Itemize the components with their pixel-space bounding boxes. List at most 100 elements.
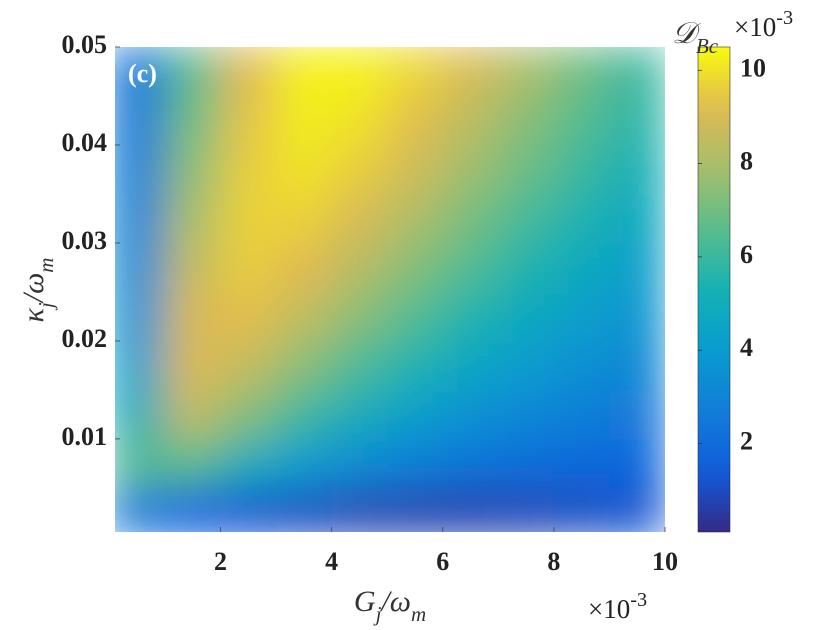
label-part: /ω [379, 585, 411, 618]
colorbar-tick-label: 10 [740, 53, 766, 82]
heat-cell [608, 144, 665, 195]
y-tick-label: 0.02 [62, 324, 108, 353]
exponent-base: ×10 [734, 12, 776, 42]
heat-cell [386, 438, 444, 489]
y-tick-label: 0.01 [62, 422, 108, 451]
heat-cell [275, 487, 333, 532]
axis-exponent: ×10-3 [734, 7, 793, 43]
heat-cell [442, 242, 499, 293]
y-tick-label: 0.04 [62, 128, 108, 157]
heat-cell [275, 47, 333, 97]
heat-cell [220, 144, 277, 195]
label-part: Bc [696, 34, 719, 58]
y-tick-label: 0.03 [62, 226, 108, 255]
heat-cell [386, 340, 444, 391]
heat-cell [115, 389, 166, 440]
heat-cell [497, 487, 555, 532]
axis-label: κj/ωm [17, 258, 58, 323]
heat-cell [553, 291, 610, 342]
heat-cell [608, 438, 665, 489]
heat-cell [164, 389, 222, 440]
heat-cell [442, 487, 499, 532]
heat-cell [220, 340, 277, 391]
heat-cell [164, 47, 222, 97]
heat-cell [553, 340, 610, 391]
heat-cell [220, 47, 277, 97]
x-tick-label: 4 [325, 547, 338, 576]
heat-cell [220, 389, 277, 440]
plot-area [115, 47, 665, 532]
heat-cell [164, 487, 222, 532]
heat-cell [115, 487, 166, 532]
heat-cell [220, 242, 277, 293]
heat-cell [553, 438, 610, 489]
heat-cell [331, 47, 388, 97]
heat-cell [331, 193, 388, 244]
heat-cell [164, 291, 222, 342]
label-part: G [354, 585, 376, 618]
heat-cell [386, 242, 444, 293]
label-part: m [411, 602, 426, 626]
heat-cell [608, 242, 665, 293]
label-part: κ [17, 307, 50, 322]
heat-cell [164, 193, 222, 244]
axis-label: Gj/ωm [354, 585, 426, 626]
axis-exponent: ×10-3 [588, 589, 647, 625]
colorbar [697, 46, 731, 533]
heat-cell [115, 291, 166, 342]
y-tick-label: 0.05 [62, 30, 108, 59]
annotation: (c) [128, 59, 157, 88]
heat-cell [442, 47, 499, 97]
x-tick-label: 2 [214, 547, 227, 576]
heat-cell [115, 144, 166, 195]
exponent-power: -3 [776, 7, 793, 29]
heat-cell [608, 291, 665, 342]
heat-cell [553, 47, 610, 97]
heat-cell [331, 389, 388, 440]
heat-cell [386, 389, 444, 440]
heat-cell [164, 242, 222, 293]
heat-cell [331, 487, 388, 532]
heat-cell [115, 193, 166, 244]
heat-cell [164, 144, 222, 195]
heat-cell [275, 438, 333, 489]
heat-cell [331, 438, 388, 489]
heat-cell [608, 193, 665, 244]
heat-cell [275, 193, 333, 244]
colorbar-tick-label: 8 [740, 147, 753, 176]
heat-cell [331, 340, 388, 391]
heat-cell [331, 144, 388, 195]
heat-cell [442, 291, 499, 342]
colorbar-tick-label: 6 [740, 240, 753, 269]
heat-cell [497, 193, 555, 244]
heat-cell [220, 291, 277, 342]
heat-cell [497, 291, 555, 342]
heat-cell [608, 389, 665, 440]
heat-cell [115, 47, 166, 97]
heat-cell [331, 291, 388, 342]
heat-cell [497, 438, 555, 489]
heat-cell [497, 144, 555, 195]
heat-cell [553, 487, 610, 532]
label-part: j [34, 302, 58, 311]
heat-cell [386, 95, 444, 146]
heat-cell [386, 144, 444, 195]
heat-cell [497, 242, 555, 293]
heat-cell [386, 291, 444, 342]
heat-cell [386, 193, 444, 244]
heat-cell [115, 95, 166, 146]
heat-cell [608, 95, 665, 146]
heat-cell [553, 144, 610, 195]
heatmap [115, 47, 665, 532]
heat-cell [220, 487, 277, 532]
heat-cell [386, 487, 444, 532]
heat-cell [442, 438, 499, 489]
heat-cell [115, 438, 166, 489]
heat-cell [331, 95, 388, 146]
heat-cell [553, 389, 610, 440]
heat-cell [386, 47, 444, 97]
heat-cell [164, 95, 222, 146]
heat-cell [553, 193, 610, 244]
exponent-base: ×10 [588, 594, 630, 624]
